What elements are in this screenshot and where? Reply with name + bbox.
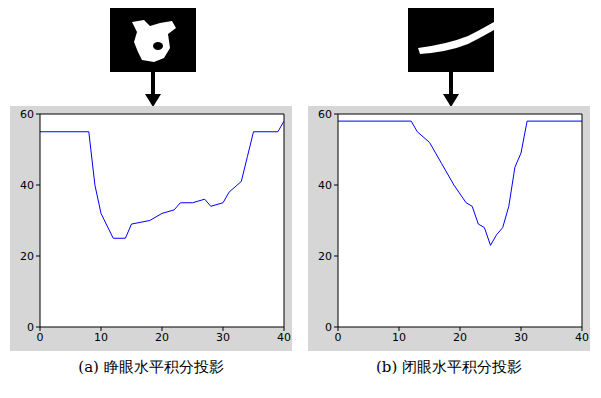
svg-text:60: 60 [318,108,332,121]
svg-text:20: 20 [155,331,169,344]
svg-text:20: 20 [453,331,467,344]
svg-text:40: 40 [20,179,34,192]
svg-text:40: 40 [277,331,291,344]
svg-text:20: 20 [318,250,332,263]
svg-text:40: 40 [318,179,332,192]
html-text:(a) 睁眼水平积分投影: (a) 睁眼水平积分投影 [78,358,224,376]
svg-text:0: 0 [37,331,44,344]
svg-text:10: 10 [94,331,108,344]
svg-text:30: 30 [514,331,528,344]
svg-text:60: 60 [20,108,34,121]
svg-text:0: 0 [325,321,332,334]
svg-text:30: 30 [216,331,230,344]
svg-text:0: 0 [335,331,342,344]
svg-text:0: 0 [27,321,34,334]
html-text:(b) 闭眼水平积分投影: (b) 闭眼水平积分投影 [376,358,522,376]
svg-text:40: 40 [575,331,589,344]
svg-text:10: 10 [392,331,406,344]
svg-text:20: 20 [20,250,34,263]
